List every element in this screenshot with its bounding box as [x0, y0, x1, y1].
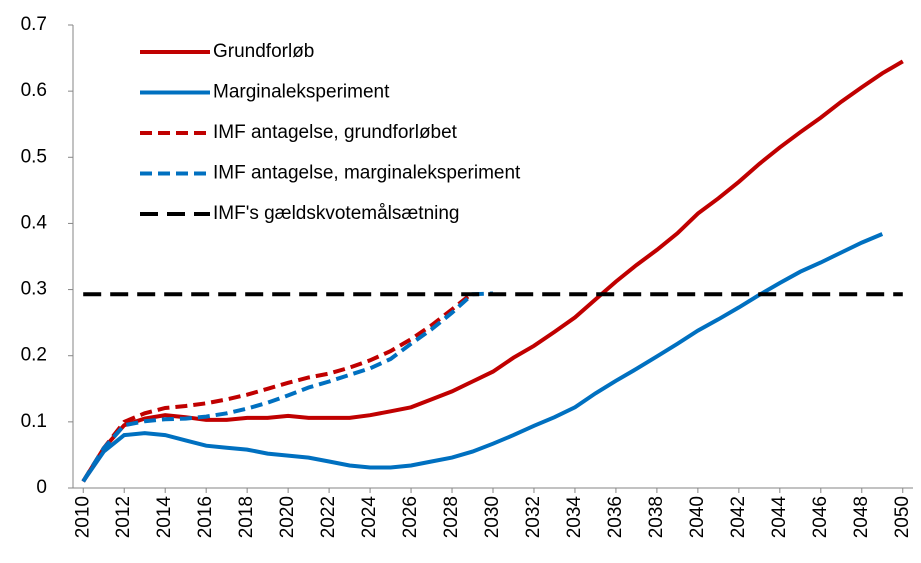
x-tick-label: 2038	[646, 496, 667, 538]
series-line	[81, 59, 904, 483]
y-tick-label: 0.2	[21, 345, 47, 366]
y-tick-label: 0.6	[21, 80, 47, 101]
x-tick-label: 2022	[318, 496, 339, 538]
legend-label: IMF antagelse, marginaleksperiment	[213, 163, 521, 184]
x-tick-label: 2018	[236, 496, 257, 538]
y-tick-label: 0.3	[21, 279, 47, 300]
legend-bg	[138, 36, 140, 37]
x-tick-label: 2020	[277, 496, 298, 538]
legend-label: Grundforløb	[213, 41, 314, 62]
y-tick-label: 0	[36, 477, 47, 498]
x-tick-label: 2036	[605, 496, 626, 538]
legend-label: IMF antagelse, grundforløbet	[213, 122, 458, 143]
series-line	[81, 232, 884, 483]
y-tick-label: 0.4	[21, 212, 48, 233]
y-tick-label: 0.1	[21, 411, 47, 432]
x-tick-label: 2046	[810, 496, 831, 538]
legend-label: Marginaleksperiment	[213, 82, 390, 103]
x-tick-label: 2048	[851, 496, 872, 538]
x-tick-label: 2028	[441, 496, 462, 538]
legend-bg	[138, 77, 140, 78]
y-tick-label: 0.5	[21, 146, 47, 167]
x-tick-label: 2032	[523, 496, 544, 538]
legend-label: IMF's gældskvotemålsætning	[213, 203, 460, 224]
legend-bg	[138, 158, 140, 159]
x-tick-label: 2012	[113, 496, 134, 538]
legend-bg	[138, 198, 140, 199]
x-tick-label: 2014	[154, 496, 175, 539]
x-tick-label: 2010	[72, 496, 93, 538]
y-tick-label: 0.7	[21, 14, 47, 35]
x-tick-label: 2026	[400, 496, 421, 538]
x-tick-label: 2040	[687, 496, 708, 538]
x-tick-label: 2030	[482, 496, 503, 538]
x-tick-label: 2050	[892, 496, 913, 538]
legend-bg	[138, 117, 140, 118]
x-tick-label: 2042	[728, 496, 749, 538]
x-tick-label: 2016	[195, 496, 216, 538]
series-line	[81, 291, 474, 483]
x-tick-label: 2034	[564, 496, 585, 539]
x-tick-label: 2024	[359, 496, 380, 539]
series-line	[81, 291, 494, 483]
x-tick-label: 2044	[769, 496, 790, 539]
